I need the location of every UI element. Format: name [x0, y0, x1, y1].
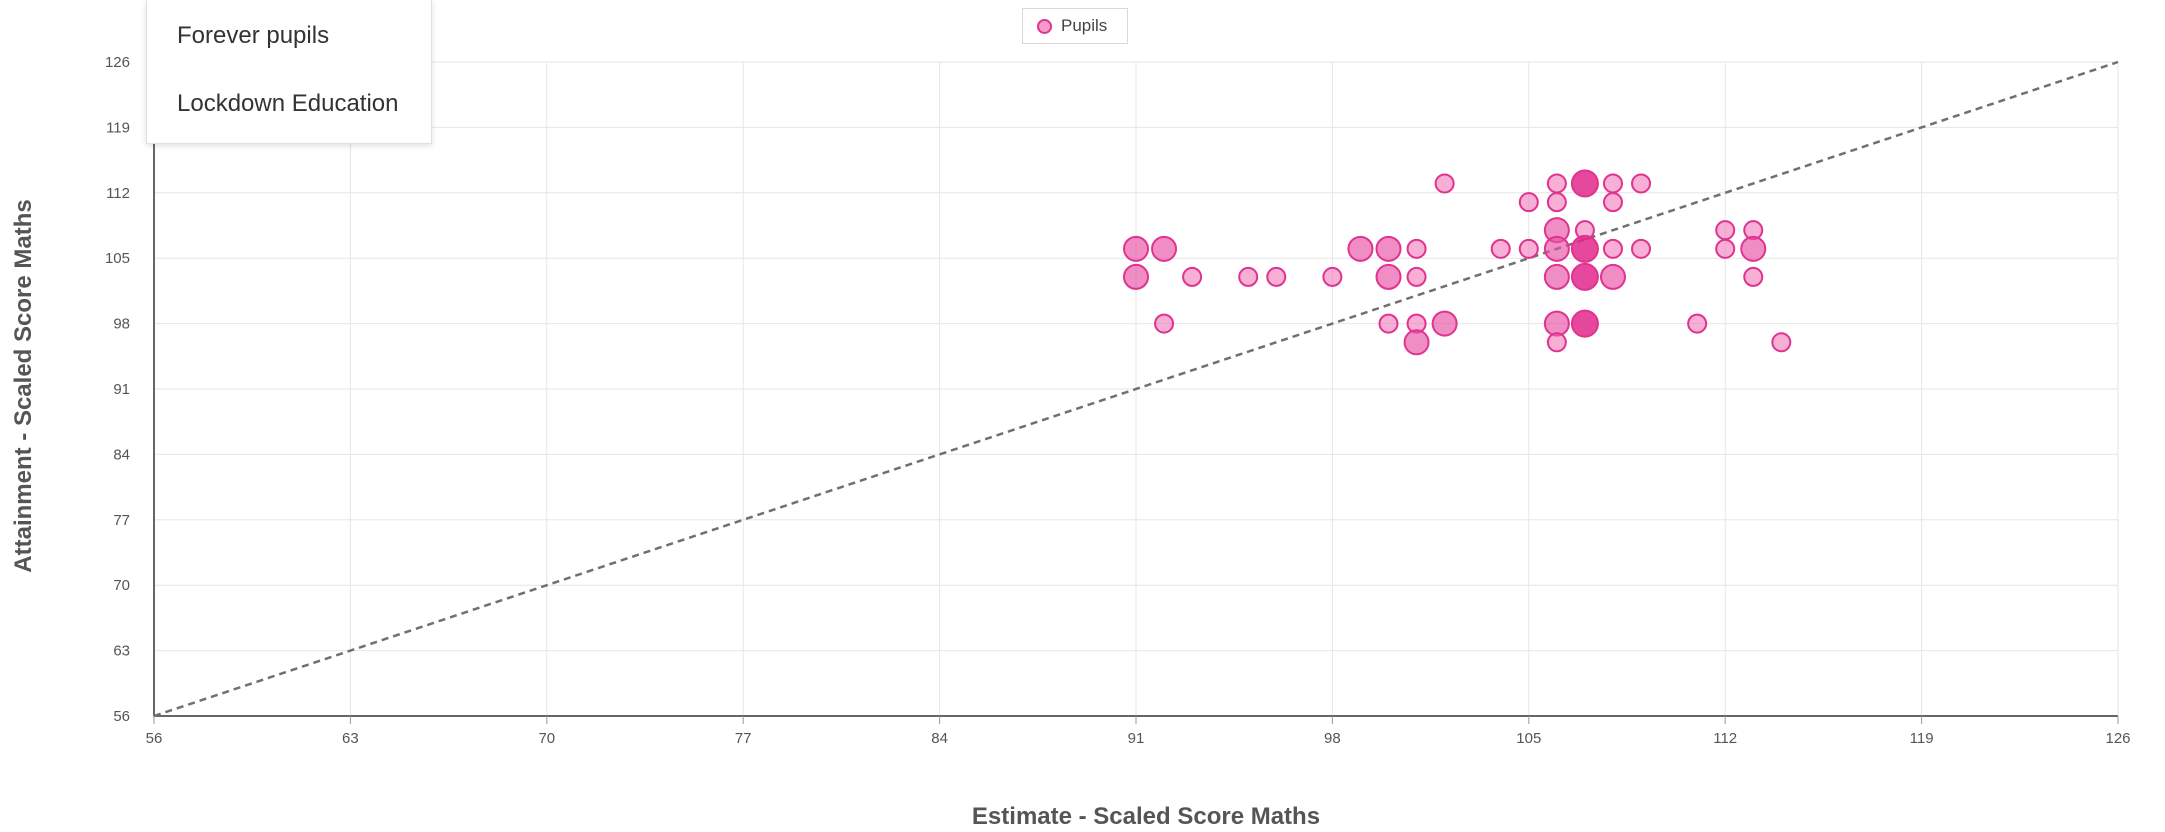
data-point[interactable]	[1406, 238, 1427, 259]
x-tick-label: 105	[1516, 730, 1541, 747]
axes	[153, 62, 2119, 724]
data-point[interactable]	[1546, 173, 1567, 194]
context-menu: Forever pupils Lockdown Education	[146, 0, 432, 144]
data-point[interactable]	[1182, 266, 1203, 287]
data-point[interactable]	[1546, 192, 1567, 213]
data-point[interactable]	[1543, 310, 1570, 337]
x-axis-title: Estimate - Scaled Score Maths	[971, 803, 1321, 830]
y-tick-label: 63	[113, 643, 130, 660]
data-point[interactable]	[1123, 235, 1149, 262]
data-point[interactable]	[1490, 238, 1511, 259]
data-point[interactable]	[1123, 263, 1149, 290]
y-tick-label: 56	[113, 708, 130, 725]
data-point[interactable]	[1154, 313, 1175, 334]
data-point[interactable]	[1715, 220, 1736, 241]
data-point[interactable]	[1518, 192, 1539, 213]
x-tick-label: 70	[538, 730, 555, 747]
data-point[interactable]	[1266, 266, 1287, 287]
y-tick-label: 77	[113, 512, 130, 529]
y-tick-label: 112	[106, 185, 130, 202]
tick-labels: 56 63 70 77 84 91 98 105 112 119 126 56 63 70 77 84 91 98…	[105, 54, 2131, 747]
data-point[interactable]	[1375, 263, 1402, 290]
y-axis-title: Attainment - Scaled Score Maths	[10, 199, 37, 573]
y-tick-label: 105	[105, 250, 130, 267]
data-point[interactable]	[1378, 313, 1399, 334]
data-point[interactable]	[1771, 332, 1792, 353]
y-tick-label: 126	[105, 54, 130, 71]
reference-line	[153, 60, 2119, 718]
data-point[interactable]	[1347, 235, 1374, 262]
y-axis-title-wrapper: Attainment - Scaled Score Maths	[0, 0, 48, 720]
data-point[interactable]	[1431, 310, 1458, 337]
y-tick-label: 91	[113, 381, 130, 398]
data-point[interactable]	[1743, 266, 1764, 287]
data-point[interactable]	[1570, 262, 1599, 291]
data-point[interactable]	[1570, 309, 1599, 338]
legend-item-pupils[interactable]: Pupils	[1022, 8, 1128, 44]
data-point[interactable]	[1543, 235, 1570, 262]
x-tick-label: 56	[146, 730, 163, 747]
data-point[interactable]	[1570, 234, 1599, 263]
data-point[interactable]	[1406, 266, 1427, 287]
menu-item-forever-pupils[interactable]: Forever pupils	[177, 22, 330, 49]
data-point[interactable]	[1518, 238, 1539, 259]
x-tick-label: 126	[2105, 730, 2130, 747]
data-point[interactable]	[1403, 329, 1430, 356]
data-point[interactable]	[1602, 238, 1623, 259]
data-point[interactable]	[1238, 266, 1259, 287]
data-point[interactable]	[1740, 235, 1767, 262]
data-point[interactable]	[1602, 192, 1623, 213]
y-tick-label: 98	[113, 316, 130, 333]
legend-marker-icon	[1037, 18, 1052, 34]
data-point[interactable]	[1687, 313, 1708, 334]
data-point[interactable]	[1375, 235, 1402, 262]
y-tick-label: 70	[113, 577, 130, 594]
x-tick-label: 84	[931, 730, 948, 747]
data-point[interactable]	[1570, 169, 1599, 198]
x-tick-label: 112	[1713, 730, 1737, 747]
data-points[interactable]	[1123, 169, 1792, 356]
data-point[interactable]	[1599, 263, 1626, 290]
data-point[interactable]	[1602, 173, 1623, 194]
data-point[interactable]	[1715, 238, 1736, 259]
data-point[interactable]	[1546, 332, 1567, 353]
reference-diagonal-line	[153, 60, 2119, 718]
x-tick-label: 119	[1910, 730, 1934, 747]
legend-label: Pupils	[1061, 16, 1108, 35]
data-point[interactable]	[1434, 173, 1455, 194]
data-point[interactable]	[1151, 235, 1178, 262]
x-tick-label: 91	[1128, 730, 1145, 747]
x-tick-label: 77	[735, 730, 752, 747]
data-point[interactable]	[1543, 263, 1570, 290]
data-point[interactable]	[1322, 266, 1343, 287]
menu-item-lockdown-education[interactable]: Lockdown Education	[177, 90, 399, 117]
data-point[interactable]	[1631, 238, 1652, 259]
x-tick-label: 98	[1324, 730, 1341, 747]
y-tick-label: 119	[106, 119, 130, 136]
y-tick-label: 84	[113, 446, 130, 463]
x-tick-label: 63	[342, 730, 359, 747]
data-point[interactable]	[1631, 173, 1652, 194]
